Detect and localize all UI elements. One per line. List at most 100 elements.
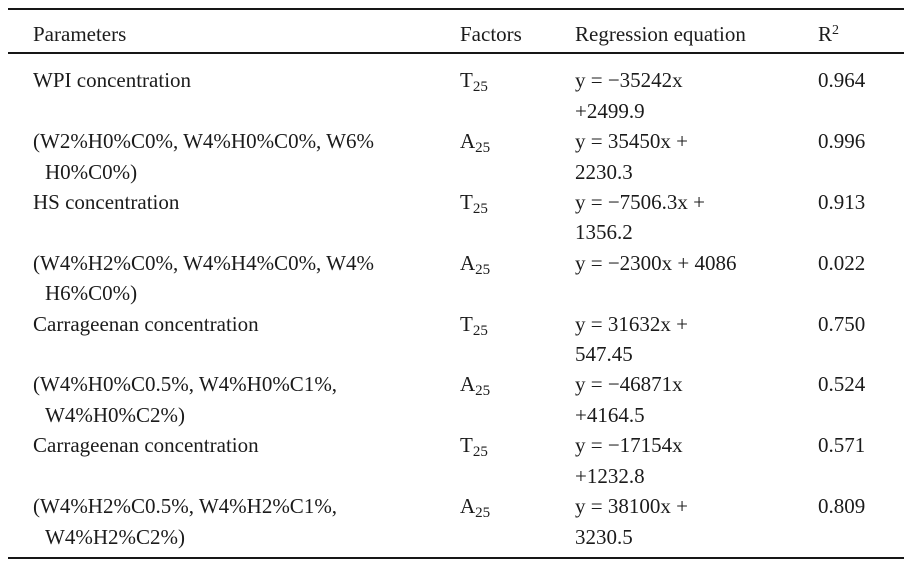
parameter-text: (W4%H2%C0.5%, W4%H2%C1%,	[33, 494, 338, 519]
equation-text-continued: 1356.2	[575, 220, 633, 245]
parameter-cell: Carrageenan concentration	[8, 309, 460, 370]
table-row: (W4%H2%C0.5%, W4%H2%C1%, W4%H2%C2%) A25 …	[8, 491, 904, 558]
factor-subscript: 25	[475, 261, 491, 278]
equation-text: y = 35450x +	[575, 129, 688, 154]
factor-symbol: T	[460, 190, 473, 215]
r-squared-value: 0.809	[818, 494, 866, 519]
equation-text: y = −35242x	[575, 68, 683, 93]
equation-cell: y = 35450x + 2230.3	[575, 126, 818, 187]
table-row: (W4%H2%C0%, W4%H4%C0%, W4% H6%C0%) A25 y…	[8, 248, 904, 309]
factor-symbol: T	[460, 433, 473, 458]
equation-cell: y = −7506.3x + 1356.2	[575, 187, 818, 248]
factor-subscript: 25	[472, 201, 488, 218]
parameter-text: (W4%H2%C0%, W4%H4%C0%, W4%	[33, 250, 374, 275]
r-squared-value: 0.964	[818, 68, 866, 93]
column-header-regression-equation-label: Regression equation	[575, 22, 746, 46]
factor-cell: T25	[460, 309, 575, 370]
column-header-factors: Factors	[460, 9, 575, 55]
factor-symbol: T	[460, 311, 473, 336]
r-squared-cell: 0.750	[818, 309, 904, 370]
equation-text: y = −46871x	[575, 372, 683, 397]
equation-text: y = −2300x + 4086	[575, 250, 737, 275]
parameter-text: Carrageenan concentration	[33, 433, 259, 458]
factor-symbol: A	[460, 250, 476, 275]
factor-cell: A25	[460, 248, 575, 309]
factor-subscript: 25	[475, 140, 491, 157]
parameter-cell: WPI concentration	[8, 53, 460, 126]
table-row: WPI concentration T25 y = −35242x +2499.…	[8, 53, 904, 126]
equation-cell: y = −2300x + 4086	[575, 248, 818, 309]
r-squared-cell: 0.022	[818, 248, 904, 309]
column-header-factors-label: Factors	[460, 22, 522, 46]
table-row: (W2%H0%C0%, W4%H0%C0%, W6% H0%C0%) A25 y…	[8, 126, 904, 187]
r-squared-value: 0.571	[818, 433, 866, 458]
r-squared-exponent: 2	[832, 23, 840, 38]
r-squared-cell: 0.964	[818, 53, 904, 126]
factor-symbol: T	[460, 68, 473, 93]
parameter-text: Carrageenan concentration	[33, 311, 259, 336]
equation-cell: y = −17154x +1232.8	[575, 430, 818, 491]
factor-cell: A25	[460, 126, 575, 187]
equation-text-continued: 2230.3	[575, 159, 633, 184]
factor-subscript: 25	[475, 505, 491, 522]
factor-subscript: 25	[472, 322, 488, 339]
equation-cell: y = −35242x +2499.9	[575, 53, 818, 126]
parameter-text-continued: W4%H0%C2%)	[45, 402, 185, 427]
r-squared-value: 0.913	[818, 190, 866, 215]
r-squared-base: R	[818, 22, 833, 46]
equation-cell: y = −46871x +4164.5	[575, 369, 818, 430]
parameter-cell: (W4%H0%C0.5%, W4%H0%C1%, W4%H0%C2%)	[8, 369, 460, 430]
equation-text-continued: 3230.5	[575, 524, 633, 549]
parameter-text-continued: H6%C0%)	[45, 281, 138, 306]
column-header-regression-equation: Regression equation	[575, 9, 818, 55]
r-squared-cell: 0.571	[818, 430, 904, 491]
equation-text: y = −17154x	[575, 433, 683, 458]
factor-subscript: 25	[472, 444, 488, 461]
table-header: Parameters Factors Regression equation R…	[8, 9, 904, 55]
r-squared-value: 0.524	[818, 372, 866, 397]
factor-symbol: A	[460, 129, 476, 154]
equation-text-continued: 547.45	[575, 342, 633, 367]
r-squared-cell: 0.524	[818, 369, 904, 430]
parameter-cell: (W2%H0%C0%, W4%H0%C0%, W6% H0%C0%)	[8, 126, 460, 187]
factor-cell: T25	[460, 187, 575, 248]
table-row: (W4%H0%C0.5%, W4%H0%C1%, W4%H0%C2%) A25 …	[8, 369, 904, 430]
equation-text-continued: +4164.5	[575, 402, 645, 427]
r-squared-value: 0.022	[818, 250, 866, 275]
factor-symbol: A	[460, 494, 476, 519]
parameter-text-continued: W4%H2%C2%)	[45, 524, 185, 549]
equation-cell: y = 38100x + 3230.5	[575, 491, 818, 558]
parameter-cell: Carrageenan concentration	[8, 430, 460, 491]
equation-text: y = 38100x +	[575, 494, 688, 519]
equation-text: y = 31632x +	[575, 311, 688, 336]
r-squared-cell: 0.996	[818, 126, 904, 187]
factor-cell: T25	[460, 53, 575, 126]
r-squared-value: 0.996	[818, 129, 866, 154]
factor-cell: T25	[460, 430, 575, 491]
parameter-cell: HS concentration	[8, 187, 460, 248]
column-header-r-squared: R2	[818, 9, 904, 55]
column-header-parameters: Parameters	[8, 9, 460, 55]
table-row: Carrageenan concentration T25 y = 31632x…	[8, 309, 904, 370]
table-row: HS concentration T25 y = −7506.3x + 1356…	[8, 187, 904, 248]
r-squared-value: 0.750	[818, 311, 866, 336]
parameter-text: HS concentration	[33, 190, 180, 215]
parameter-text: (W4%H0%C0.5%, W4%H0%C1%,	[33, 372, 338, 397]
r-squared-cell: 0.809	[818, 491, 904, 558]
factor-subscript: 25	[472, 79, 488, 96]
regression-results-table: Parameters Factors Regression equation R…	[8, 8, 904, 559]
equation-cell: y = 31632x + 547.45	[575, 309, 818, 370]
r-squared-cell: 0.913	[818, 187, 904, 248]
table-body: WPI concentration T25 y = −35242x +2499.…	[8, 53, 904, 558]
table-row: Carrageenan concentration T25 y = −17154…	[8, 430, 904, 491]
column-header-parameters-label: Parameters	[33, 22, 127, 46]
factor-symbol: A	[460, 372, 476, 397]
equation-text: y = −7506.3x +	[575, 190, 706, 215]
equation-text-continued: +2499.9	[575, 98, 645, 123]
factor-subscript: 25	[475, 383, 491, 400]
header-row: Parameters Factors Regression equation R…	[8, 9, 904, 55]
parameter-text: (W2%H0%C0%, W4%H0%C0%, W6%	[33, 129, 374, 154]
parameter-text: WPI concentration	[33, 68, 192, 93]
factor-cell: A25	[460, 491, 575, 558]
equation-text-continued: +1232.8	[575, 463, 645, 488]
